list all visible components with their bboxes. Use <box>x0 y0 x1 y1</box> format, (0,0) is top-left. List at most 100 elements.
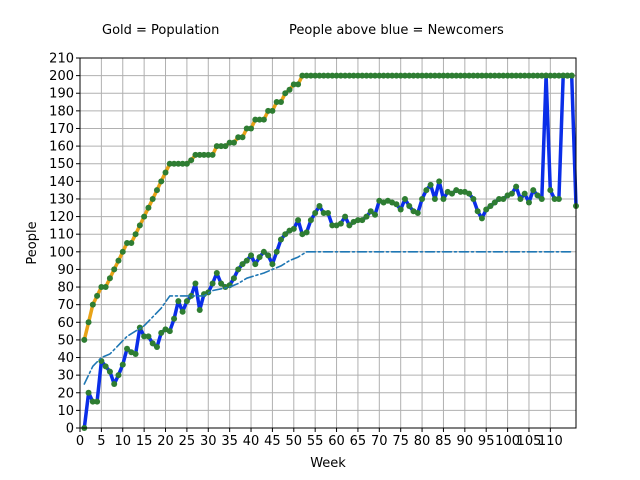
data-point-population <box>162 169 169 176</box>
data-point-population <box>153 187 160 194</box>
y-axis-ticks: 0 10 20 30 40 50 60 70 80 90 100 110 120 130 140 150 160… <box>49 52 80 437</box>
data-point-blue-line <box>145 333 152 340</box>
data-point-population <box>98 284 105 291</box>
data-point-population <box>393 72 400 79</box>
data-point-population <box>466 72 473 79</box>
data-point-blue-line <box>89 398 96 405</box>
data-point-blue-line <box>320 210 327 217</box>
data-point-blue-line <box>337 220 344 227</box>
data-point-blue-line <box>470 195 477 202</box>
data-point-population <box>239 134 246 141</box>
data-point-blue-line <box>517 195 524 202</box>
data-point-blue-line <box>406 203 413 209</box>
data-point-blue-line <box>252 261 259 268</box>
data-point-blue-line <box>372 211 379 218</box>
data-point-blue-line <box>500 195 507 202</box>
x-tick-label: 85 <box>435 434 452 449</box>
data-point-population <box>457 72 464 79</box>
data-point-population <box>209 151 216 158</box>
data-point-blue-line <box>431 195 438 202</box>
plot-frame <box>79 57 577 429</box>
x-tick-label: 70 <box>371 434 388 449</box>
data-point-blue-line <box>551 195 558 202</box>
data-point-population <box>273 99 280 106</box>
data-point-population <box>483 72 490 79</box>
data-point-population <box>307 72 314 79</box>
data-point-population <box>175 160 182 167</box>
data-point-blue-line <box>153 343 160 350</box>
x-tick-label: 75 <box>392 434 409 449</box>
x-tick-label: 30 <box>200 434 217 449</box>
data-point-population <box>333 72 340 79</box>
data-point-blue-line <box>436 178 443 185</box>
data-point-population <box>158 178 165 185</box>
data-point-blue-line <box>414 210 421 217</box>
data-point-blue-line <box>295 217 302 224</box>
data-point-population <box>81 336 88 343</box>
x-tick-label: 25 <box>179 434 196 449</box>
data-point-population <box>453 72 460 79</box>
data-point-blue-line <box>483 206 490 213</box>
data-point-population <box>226 139 233 146</box>
y-tick-label: 200 <box>49 69 74 84</box>
series-line-population <box>82 73 574 342</box>
data-point-blue-line <box>132 351 139 357</box>
data-point-blue-line <box>547 187 554 194</box>
x-tick-label: 20 <box>157 434 174 449</box>
data-point-population <box>461 72 468 79</box>
data-point-population <box>444 72 451 79</box>
data-point-blue-line <box>183 298 190 305</box>
data-point-population <box>85 319 92 326</box>
x-tick-label: 110 <box>538 434 563 449</box>
data-point-population <box>474 72 481 79</box>
data-point-population <box>513 72 520 79</box>
data-point-blue-line <box>171 315 178 322</box>
data-point-blue-line <box>85 389 92 396</box>
data-point-blue-line <box>521 190 528 197</box>
data-point-population <box>325 72 331 79</box>
data-point-blue-line <box>260 248 267 255</box>
data-point-population <box>320 72 327 79</box>
x-tick-label: 65 <box>350 434 367 449</box>
data-point-population <box>136 222 143 229</box>
data-point-blue-line <box>496 195 503 202</box>
y-tick-label: 40 <box>57 351 74 366</box>
data-point-population <box>538 72 545 79</box>
data-point-population <box>269 107 276 114</box>
data-point-blue-line <box>213 269 220 276</box>
data-point-population <box>295 81 302 88</box>
x-tick-label: 15 <box>136 434 153 449</box>
data-point-population <box>205 151 212 158</box>
data-point-population <box>256 116 263 123</box>
data-point-population <box>547 72 554 79</box>
data-point-blue-line <box>303 229 310 236</box>
data-point-population <box>119 248 126 255</box>
data-point-population <box>312 72 319 79</box>
data-point-population <box>218 143 225 150</box>
x-tick-label: 10 <box>114 434 131 449</box>
data-point-blue-line <box>474 208 481 215</box>
data-point-blue-line <box>491 199 498 206</box>
data-point-population <box>346 72 353 79</box>
data-point-blue-line <box>487 203 494 209</box>
data-point-blue-line <box>179 308 186 315</box>
y-tick-label: 210 <box>49 52 74 67</box>
x-tick-label: 100 <box>495 434 520 449</box>
data-point-blue-line <box>346 222 353 229</box>
data-point-blue-line <box>325 210 331 217</box>
data-point-population <box>316 72 323 79</box>
data-point-population <box>106 275 113 282</box>
data-point-population <box>128 240 135 246</box>
data-point-blue-line <box>119 361 126 368</box>
y-tick-label: 170 <box>49 122 74 137</box>
data-point-population <box>265 107 272 114</box>
data-point-blue-line <box>419 195 426 202</box>
data-point-population <box>508 72 515 79</box>
data-point-population <box>171 160 178 167</box>
data-point-population <box>235 134 242 141</box>
data-point-blue-line <box>277 236 284 243</box>
data-point-population <box>115 257 122 264</box>
data-point-population <box>534 72 541 79</box>
data-point-population <box>145 204 152 211</box>
